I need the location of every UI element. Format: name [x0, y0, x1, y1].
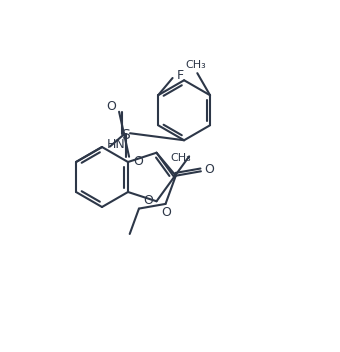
Text: O: O: [106, 100, 116, 113]
Text: CH₃: CH₃: [185, 60, 206, 70]
Text: HN: HN: [107, 138, 125, 151]
Text: S: S: [121, 128, 130, 142]
Text: O: O: [143, 194, 153, 207]
Text: O: O: [162, 206, 171, 219]
Text: O: O: [133, 155, 143, 168]
Text: CH₃: CH₃: [171, 153, 191, 163]
Text: F: F: [177, 69, 184, 82]
Text: O: O: [204, 163, 214, 176]
